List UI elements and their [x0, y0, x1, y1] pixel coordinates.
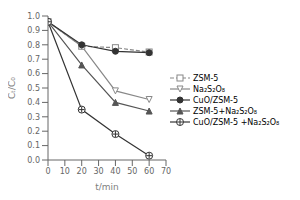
svg-text:0.0: 0.0 [27, 156, 40, 165]
svg-text:0.9: 0.9 [27, 26, 40, 35]
svg-text:0.2: 0.2 [27, 127, 40, 136]
svg-text:0.3: 0.3 [27, 113, 40, 122]
svg-text:60: 60 [144, 167, 154, 176]
svg-text:Cₜ/C₀: Cₜ/C₀ [8, 77, 17, 99]
svg-text:10: 10 [60, 167, 70, 176]
html-text:ZSM-5+Na₂S₂O₈: ZSM-5+Na₂S₂O₈ [193, 106, 257, 116]
svg-text:0.1: 0.1 [27, 141, 40, 150]
svg-text:50: 50 [127, 167, 137, 176]
svg-text:0.8: 0.8 [27, 41, 40, 50]
html-text:ZSM-5: ZSM-5 [193, 73, 219, 83]
html-text:CuO/ZSM-5 +Na₂S₂O₈: CuO/ZSM-5 +Na₂S₂O₈ [193, 117, 280, 127]
svg-text:0.4: 0.4 [27, 98, 40, 107]
svg-text:70: 70 [161, 167, 171, 176]
svg-text:t/min: t/min [95, 182, 119, 192]
svg-text:30: 30 [93, 167, 103, 176]
svg-text:1.0: 1.0 [27, 12, 40, 21]
html-text:Na₂S₂O₈: Na₂S₂O₈ [193, 84, 225, 94]
html-text:CuO/ZSM-5: CuO/ZSM-5 [193, 95, 239, 105]
svg-text:20: 20 [77, 167, 87, 176]
svg-text:0: 0 [45, 167, 50, 176]
svg-text:0.6: 0.6 [27, 69, 40, 78]
svg-text:0.7: 0.7 [27, 55, 40, 64]
svg-text:0.5: 0.5 [27, 84, 40, 93]
svg-text:40: 40 [110, 167, 120, 176]
